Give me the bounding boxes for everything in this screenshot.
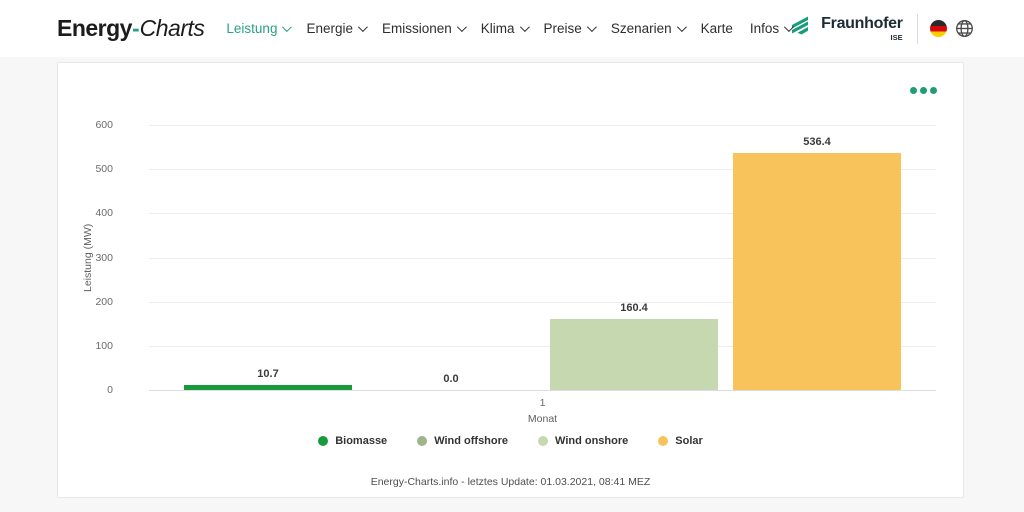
- legend-swatch-solar: [658, 436, 668, 446]
- chevron-down-icon: [677, 22, 687, 32]
- nav-item-leistung[interactable]: Leistung: [226, 21, 289, 36]
- nav-item-szenarien[interactable]: Szenarien: [611, 21, 684, 36]
- bar-solar[interactable]: [733, 153, 901, 390]
- chevron-down-icon: [282, 22, 292, 32]
- nav-label: Infos: [750, 21, 779, 36]
- german-flag-icon[interactable]: [930, 20, 947, 37]
- y-tick-label: 400: [58, 206, 113, 220]
- x-tick-label: 1: [149, 397, 936, 409]
- top-bar: Energy - Charts Leistung Energie Emissio…: [0, 0, 1024, 57]
- bar-value-label: 536.4: [803, 136, 831, 148]
- bar-biomasse[interactable]: [184, 385, 352, 390]
- legend-item-wind-onshore[interactable]: Wind onshore: [538, 435, 628, 447]
- main-nav: Leistung Energie Emissionen Klima Preise…: [226, 21, 791, 36]
- y-tick-label: 0: [58, 383, 113, 397]
- gridline: [149, 390, 936, 391]
- chevron-down-icon: [520, 22, 530, 32]
- y-tick-label: 600: [58, 118, 113, 132]
- nav-item-infos[interactable]: Infos: [750, 21, 791, 36]
- legend-label: Wind offshore: [434, 435, 508, 447]
- nav-label: Energie: [306, 21, 353, 36]
- nav-label: Leistung: [226, 21, 277, 36]
- bar-wind-onshore[interactable]: [550, 319, 718, 390]
- plot-area: 10.7 0.0 160.4 536.4: [149, 125, 936, 390]
- topbar-right: Fraunhofer ISE: [791, 14, 973, 44]
- legend-item-wind-offshore[interactable]: Wind offshore: [417, 435, 508, 447]
- logo-text-bold: Energy: [57, 15, 132, 42]
- nav-item-klima[interactable]: Klima: [481, 21, 527, 36]
- fraunhofer-division: ISE: [891, 34, 903, 42]
- legend-swatch-wind-onshore: [538, 436, 548, 446]
- legend-swatch-biomasse: [318, 436, 328, 446]
- legend-label: Biomasse: [335, 435, 387, 447]
- y-tick-label: 500: [58, 162, 113, 176]
- logo-hyphen: -: [132, 15, 140, 42]
- nav-label: Emissionen: [382, 21, 452, 36]
- legend-label: Wind onshore: [555, 435, 628, 447]
- bar-value-label: 10.7: [257, 368, 278, 380]
- chart-legend: Biomasse Wind offshore Wind onshore Sola…: [58, 435, 963, 447]
- nav-label: Klima: [481, 21, 515, 36]
- globe-icon[interactable]: [955, 19, 974, 38]
- bar-value-label: 0.0: [443, 373, 458, 385]
- chart-source-text: Energy-Charts.info - letztes Update: 01.…: [58, 476, 963, 488]
- legend-item-biomasse[interactable]: Biomasse: [318, 435, 387, 447]
- bar-value-label: 160.4: [620, 302, 648, 314]
- chevron-down-icon: [358, 22, 368, 32]
- legend-label: Solar: [675, 435, 703, 447]
- y-tick-label: 100: [58, 339, 113, 353]
- page-content: Leistung (MW) 10.70.0160.4536.4 1 Monat …: [0, 57, 1024, 512]
- nav-label: Preise: [544, 21, 582, 36]
- header-divider: [917, 14, 918, 44]
- y-tick-label: 200: [58, 295, 113, 309]
- chevron-down-icon: [457, 22, 467, 32]
- nav-item-emissionen[interactable]: Emissionen: [382, 21, 464, 36]
- fraunhofer-logo-icon: [791, 16, 815, 37]
- fraunhofer-name: Fraunhofer: [821, 16, 902, 32]
- bar-chart: Leistung (MW) 10.70.0160.4536.4 1 Monat …: [58, 63, 963, 499]
- chevron-down-icon: [587, 22, 597, 32]
- legend-item-solar[interactable]: Solar: [658, 435, 703, 447]
- fraunhofer-text: Fraunhofer ISE: [821, 16, 902, 42]
- nav-label: Karte: [701, 21, 733, 36]
- nav-item-energie[interactable]: Energie: [306, 21, 365, 36]
- fraunhofer-logo[interactable]: Fraunhofer ISE: [791, 16, 902, 42]
- x-axis-title: Monat: [149, 413, 936, 425]
- chart-card: Leistung (MW) 10.70.0160.4536.4 1 Monat …: [57, 62, 964, 498]
- gridline: [149, 125, 936, 126]
- nav-label: Szenarien: [611, 21, 672, 36]
- nav-item-preise[interactable]: Preise: [544, 21, 594, 36]
- energy-charts-logo[interactable]: Energy - Charts: [57, 15, 204, 42]
- logo-text-italic: Charts: [140, 15, 205, 42]
- y-tick-label: 300: [58, 251, 113, 265]
- legend-swatch-wind-offshore: [417, 436, 427, 446]
- nav-item-karte[interactable]: Karte: [701, 21, 733, 36]
